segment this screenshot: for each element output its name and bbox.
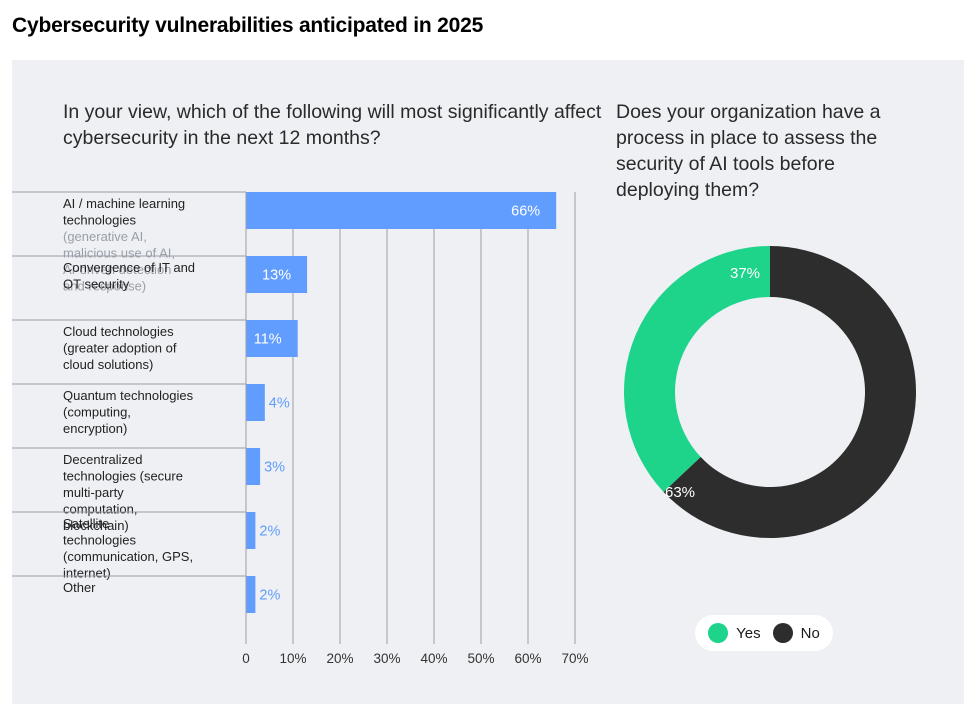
bar-value-label: 66%: [511, 204, 540, 220]
donut-chart: 37% 63%: [624, 246, 916, 538]
category-label: Satellite technologies (communication, GPS…: [63, 516, 193, 581]
x-tick-label: 0: [242, 651, 250, 666]
bar-value-label: 2%: [259, 588, 280, 604]
bar-value-label: 11%: [254, 332, 282, 348]
bar: [246, 576, 256, 613]
chart-panel: In your view, which of the following wil…: [12, 60, 964, 704]
donut-slice-yes: [624, 246, 770, 492]
donut-legend: Yes No: [695, 615, 833, 651]
x-tick-label: 60%: [514, 651, 541, 666]
bar-value-label: 3%: [264, 460, 285, 476]
bar-chart: 0 10% 20% 30% 40% 50% 60% 70% 66% AI / machine le…: [12, 191, 589, 666]
category-label: Cloud technologies (greater adoption of cl…: [63, 324, 177, 372]
x-tick-label: 70%: [561, 651, 588, 666]
category-label: Other: [63, 580, 96, 595]
legend-label-no: No: [800, 624, 820, 642]
donut-value-label-no: 63%: [665, 484, 695, 501]
category-label: Quantum technologies (computing, encryptio…: [63, 388, 194, 436]
donut-chart-question: Does your organization have a process in…: [616, 101, 881, 201]
legend-swatch-no: [772, 623, 793, 643]
category-label: AI / machine learning technologies (genera…: [63, 196, 185, 294]
donut-value-label-yes: 37%: [730, 265, 760, 282]
x-tick-label: 20%: [326, 651, 353, 666]
x-tick-label: 50%: [467, 651, 494, 666]
legend-swatch-yes: [708, 623, 729, 643]
legend-item-yes: Yes: [708, 623, 761, 643]
bar: [246, 448, 261, 485]
x-tick-label: 10%: [279, 651, 306, 666]
category-label: Convergence of IT and OT security: [63, 260, 195, 292]
category-label: Decentralized technologies (secure multi-p…: [63, 452, 183, 533]
bar: [246, 256, 308, 293]
bar-chart-question: In your view, which of the following wil…: [63, 101, 602, 149]
legend-item-no: No: [772, 623, 820, 643]
legend-label-yes: Yes: [736, 624, 761, 642]
bar-value-label: 4%: [269, 396, 290, 412]
bar: [246, 192, 557, 229]
bar-value-label: 2%: [259, 524, 280, 540]
bar: [246, 384, 265, 421]
page-title: Cybersecurity vulnerabilities anticipate…: [12, 14, 484, 37]
bar: [246, 512, 256, 549]
x-tick-label: 30%: [373, 651, 400, 666]
donut-slice-no: [663, 246, 916, 538]
x-tick-label: 40%: [420, 651, 447, 666]
bar: [246, 320, 298, 357]
bar-value-label: 13%: [262, 268, 291, 284]
